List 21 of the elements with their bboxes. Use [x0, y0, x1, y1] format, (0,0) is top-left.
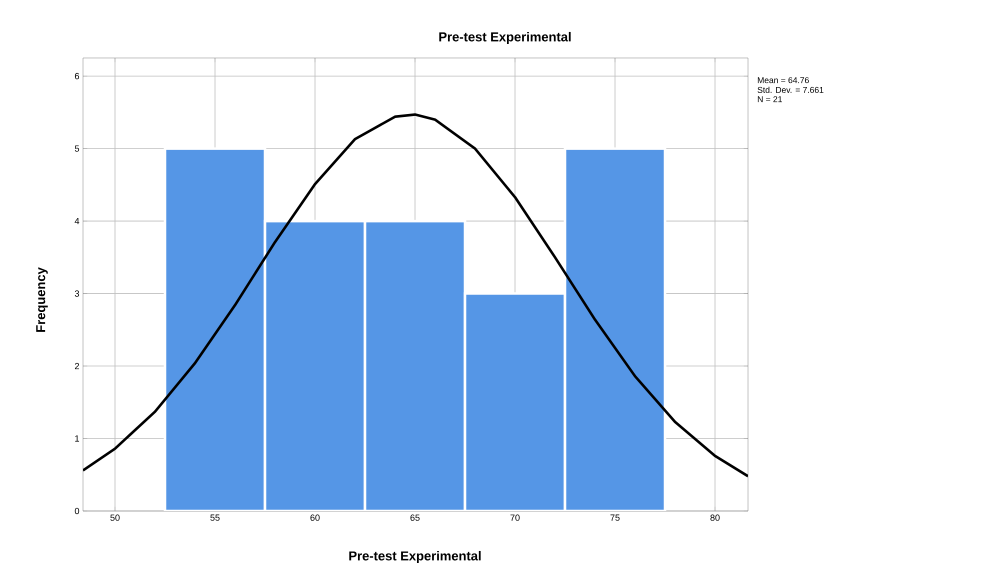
x-tick-label: 80	[710, 514, 720, 521]
y-axis-title: Frequency	[36, 267, 48, 332]
y-tick-label: 6	[74, 72, 80, 80]
text: Mean = 64.76	[758, 77, 809, 84]
x-tick-label: 70	[510, 514, 520, 521]
text: N = 21	[758, 96, 782, 102]
y-tick-label: 5	[74, 145, 80, 152]
chart-title: Pre-test Experimental	[439, 32, 571, 44]
x-tick-label: 50	[110, 514, 120, 521]
x-tick-label: 65	[410, 514, 420, 521]
text: Std. Dev. = 7.661	[758, 86, 824, 93]
x-axis-title: Pre-test Experimental	[349, 550, 481, 564]
y-tick-label: 4	[74, 218, 80, 224]
x-tick-label: 75	[610, 514, 620, 521]
line-series	[83, 113, 748, 478]
y-tick-label: 1	[75, 435, 80, 442]
y-tick-label: 3	[74, 290, 80, 297]
y-tick-label: 0	[74, 508, 80, 514]
x-tick-label: 55	[210, 514, 220, 521]
y-tick-label: 2	[74, 362, 80, 370]
x-tick-label: 60	[310, 514, 320, 521]
